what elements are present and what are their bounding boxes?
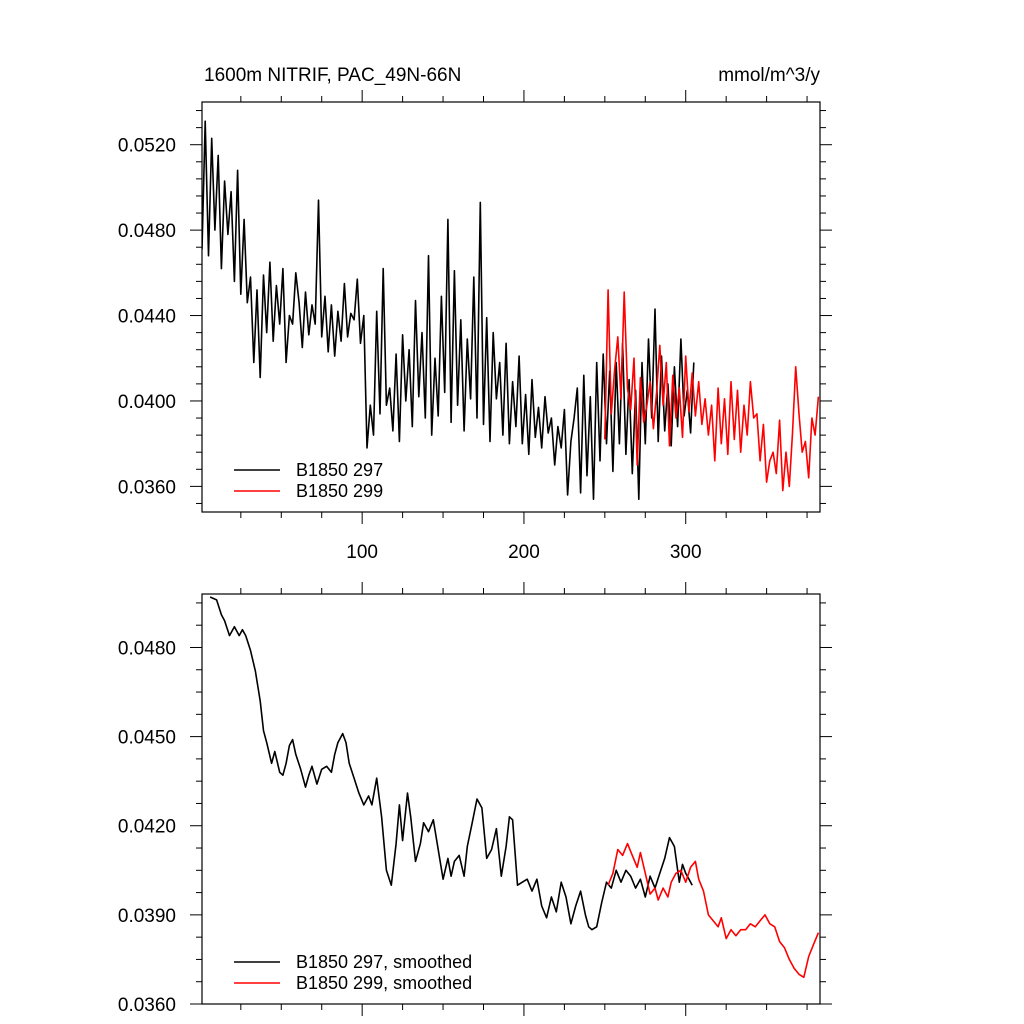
- bottom-y-tick-label: 0.0390: [118, 906, 176, 927]
- bottom-legend-label-1: B1850 297, smoothed: [296, 952, 472, 972]
- bottom-legend-label-2: B1850 299, smoothed: [296, 973, 472, 993]
- bottom-series-line-2: [607, 842, 820, 979]
- top-x-tick-label: 200: [508, 542, 540, 563]
- top-series-group: [202, 120, 820, 501]
- top-panel: 1600m NITRIF, PAC_49N-66N mmol/m^3/y 0.0…: [118, 65, 832, 563]
- bottom-y-tick-label: 0.0360: [118, 995, 176, 1016]
- bottom-series-line-1: [209, 596, 693, 931]
- top-x-tick-label: 300: [670, 542, 702, 563]
- bottom-y-tick-label: 0.0450: [118, 728, 176, 749]
- top-y-tick-label: 0.0360: [118, 477, 176, 498]
- top-y-tick-label: 0.0480: [118, 221, 176, 242]
- top-y-tick-label: 0.0440: [118, 307, 176, 328]
- top-plot-frame: [201, 101, 821, 513]
- top-legend-label-2: B1850 299: [296, 481, 383, 501]
- bottom-y-tick-label: 0.0420: [118, 817, 176, 838]
- top-series-line-1: [202, 120, 695, 501]
- top-x-tick-label: 100: [346, 542, 378, 563]
- top-legend-label-1: B1850 297: [296, 460, 383, 480]
- bottom-y-tick-label: 0.0480: [118, 638, 176, 659]
- top-y-tick-label: 0.0520: [118, 136, 176, 157]
- bottom-panel: 0.0360 0.0390 0.0420 0.0450 0.0480 B1850 297,…: [118, 582, 832, 1016]
- top-chart-title: 1600m NITRIF, PAC_49N-66N: [204, 65, 461, 86]
- top-y-tick-label: 0.0400: [118, 392, 176, 413]
- top-chart-units: mmol/m^3/y: [718, 65, 820, 86]
- top-series-line-2: [604, 289, 820, 492]
- bottom-plot-frame: [201, 593, 821, 1005]
- bottom-series-group: [209, 596, 820, 979]
